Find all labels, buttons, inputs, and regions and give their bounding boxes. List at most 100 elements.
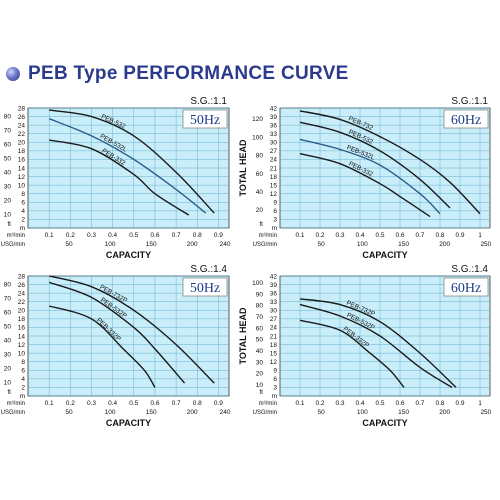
y-tick-label: 12 bbox=[18, 174, 26, 181]
ft-unit: ft bbox=[7, 389, 11, 396]
x-tick-label-usg: 150 bbox=[398, 241, 409, 248]
ft-tick-label: 70 bbox=[4, 296, 12, 303]
y-tick-label: 2 bbox=[21, 217, 25, 224]
x-axis-label: CAPACITY bbox=[106, 418, 151, 428]
y-tick-label: 26 bbox=[18, 114, 26, 121]
x-tick-label-usg: 200 bbox=[187, 409, 198, 416]
series-curve bbox=[49, 275, 215, 384]
ft-tick-label: 40 bbox=[256, 189, 264, 196]
x-tick-label-m: 0.6 bbox=[150, 232, 159, 239]
y-tick-label: 42 bbox=[270, 273, 278, 280]
x-tick-label-m: 0.4 bbox=[108, 400, 117, 407]
frequency-label: 50Hz bbox=[190, 281, 220, 296]
x-axis-label: CAPACITY bbox=[106, 250, 151, 260]
x-tick-label-usg: 150 bbox=[146, 409, 157, 416]
x-tick-label-m: 1 bbox=[478, 400, 482, 407]
y-tick-label: 22 bbox=[18, 131, 26, 138]
x-tick-label-m: 0.7 bbox=[172, 400, 181, 407]
frequency-box bbox=[182, 109, 228, 129]
x-tick-label-usg: 200 bbox=[439, 409, 450, 416]
x-tick-label-m: 0.8 bbox=[193, 232, 202, 239]
ft-tick-label: 30 bbox=[256, 359, 264, 366]
series-curve bbox=[48, 281, 186, 384]
ft-tick-label: 70 bbox=[256, 314, 264, 321]
ft-tick-label: 50 bbox=[4, 156, 12, 163]
x-tick-label-m: 0.1 bbox=[45, 232, 54, 239]
y-tick-label: 28 bbox=[18, 105, 26, 112]
y-tick-label: 36 bbox=[270, 122, 278, 129]
ft-tick-label: 80 bbox=[256, 153, 264, 160]
y-tick-label: 8 bbox=[21, 191, 25, 198]
y-tick-label: 21 bbox=[270, 165, 278, 172]
y-tick-label: 10 bbox=[18, 350, 26, 357]
x-tick-label-usg: 100 bbox=[357, 241, 368, 248]
y-unit-m: m bbox=[20, 225, 25, 232]
series-curve bbox=[48, 118, 207, 214]
x-tick-label-m: 0.7 bbox=[415, 232, 424, 239]
y-tick-label: 16 bbox=[18, 325, 26, 332]
x-unit-usg: USG/min bbox=[1, 410, 25, 416]
frequency-box bbox=[443, 109, 489, 129]
sg-label: S.G.:1.4 bbox=[451, 264, 488, 275]
ft-tick-label: 30 bbox=[4, 351, 12, 358]
x-tick-label-usg: 150 bbox=[146, 241, 157, 248]
sg-label: S.G.:1.4 bbox=[190, 264, 227, 275]
x-tick-label-m: 0.2 bbox=[66, 400, 75, 407]
y-tick-label: 6 bbox=[273, 208, 277, 215]
x-tick-label-m: 0.2 bbox=[66, 232, 75, 239]
y-tick-label: 33 bbox=[270, 299, 278, 306]
y-tick-label: 9 bbox=[273, 368, 277, 375]
series-curve bbox=[49, 139, 190, 216]
x-tick-label-m: 0.1 bbox=[295, 400, 304, 407]
y-tick-label: 18 bbox=[18, 316, 26, 323]
x-unit-usg: USG/min bbox=[253, 410, 277, 416]
y-tick-label: 28 bbox=[18, 273, 26, 280]
y-unit-m: m bbox=[272, 225, 277, 232]
page-title: PEB Type PERFORMANCE CURVE bbox=[28, 63, 349, 84]
x-tick-label-m: 0.6 bbox=[395, 232, 404, 239]
ft-tick-label: 20 bbox=[256, 371, 264, 378]
x-tick-label-m: 0.3 bbox=[335, 400, 344, 407]
ft-tick-label: 60 bbox=[4, 310, 12, 317]
ft-tick-label: 50 bbox=[256, 337, 264, 344]
y-tick-label: 2 bbox=[21, 385, 25, 392]
y-tick-label: 24 bbox=[18, 290, 26, 297]
x-tick-label-m: 0.7 bbox=[415, 400, 424, 407]
x-tick-label-usg: 50 bbox=[65, 241, 73, 248]
y-tick-label: 39 bbox=[270, 114, 278, 121]
x-unit-usg: USG/min bbox=[253, 242, 277, 248]
x-axis-label: CAPACITY bbox=[362, 418, 407, 428]
x-tick-label-m: 0.3 bbox=[87, 232, 96, 239]
y-tick-label: 6 bbox=[21, 368, 25, 375]
y-tick-label: 20 bbox=[18, 140, 26, 147]
y-unit-m: m bbox=[272, 393, 277, 400]
x-tick-label-m: 0.5 bbox=[129, 232, 138, 239]
y-tick-label: 6 bbox=[273, 376, 277, 383]
x-tick-label-m: 0.8 bbox=[193, 400, 202, 407]
x-tick-label-m: 0.9 bbox=[455, 232, 464, 239]
ft-tick-label: 10 bbox=[256, 382, 264, 389]
y-tick-label: 9 bbox=[273, 200, 277, 207]
y-tick-label: 30 bbox=[270, 308, 278, 315]
ft-tick-label: 20 bbox=[4, 197, 12, 204]
x-tick-label-m: 1 bbox=[478, 232, 482, 239]
ft-tick-label: 50 bbox=[4, 324, 12, 331]
ft-tick-label: 60 bbox=[4, 142, 12, 149]
ft-tick-label: 40 bbox=[4, 337, 12, 344]
sg-label: S.G.:1.1 bbox=[190, 96, 227, 107]
y-tick-label: 3 bbox=[273, 217, 277, 224]
x-tick-label-m: 0.5 bbox=[129, 400, 138, 407]
y-tick-label: 6 bbox=[21, 200, 25, 207]
x-tick-label-usg: 200 bbox=[187, 241, 198, 248]
x-tick-label-m: 0.4 bbox=[108, 232, 117, 239]
y-tick-label: 30 bbox=[270, 140, 278, 147]
y-tick-label: 21 bbox=[270, 333, 278, 340]
x-tick-label-usg: 250 bbox=[480, 409, 491, 416]
y-tick-label: 12 bbox=[270, 359, 278, 366]
ft-tick-label: 20 bbox=[4, 365, 12, 372]
y-unit-m: m bbox=[20, 393, 25, 400]
y-tick-label: 26 bbox=[18, 282, 26, 289]
ft-unit: ft bbox=[259, 221, 263, 228]
x-tick-label-usg: 50 bbox=[318, 241, 326, 248]
